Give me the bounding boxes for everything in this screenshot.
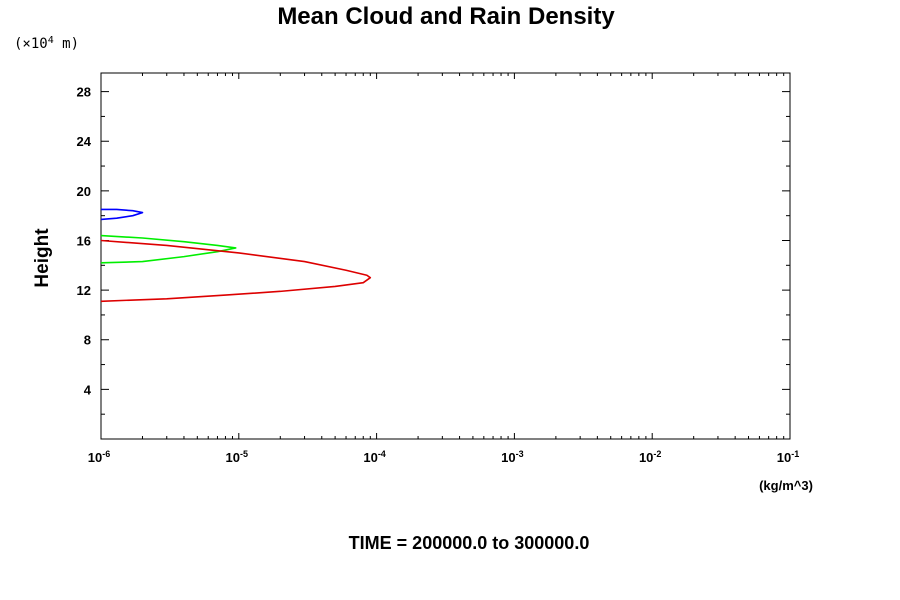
plot-frame — [100, 72, 791, 440]
x-unit-label: (kg/m^3) — [759, 478, 813, 493]
series-line-3 — [100, 239, 372, 303]
x-tick-label: 10-5 — [226, 449, 248, 465]
x-tick-label: 10-4 — [363, 449, 385, 465]
y-scale-note-suffix: m) — [54, 36, 79, 52]
x-tick-labels: 10-6 10-5 10-4 10-3 10-2 10-1 — [88, 449, 799, 465]
y-axis-label: Height — [32, 228, 53, 288]
time-range-footer: TIME = 200000.0 to 300000.0 — [349, 533, 590, 553]
y-tick-label: 8 — [84, 333, 91, 348]
x-tick-label: 10-1 — [777, 449, 799, 465]
chart-title: Mean Cloud and Rain Density — [277, 3, 615, 30]
y-tick-label: 20 — [77, 184, 91, 199]
y-tick-label: 12 — [77, 283, 91, 298]
y-scale-note-exp: 4 — [48, 35, 54, 46]
series-line-2 — [100, 234, 237, 264]
y-tick-label: 28 — [77, 85, 91, 100]
y-tick-label: 16 — [77, 233, 91, 248]
ticks-layer — [100, 73, 790, 439]
y-tick-label: 24 — [77, 134, 92, 149]
y-scale-note: (×104 m) — [14, 35, 79, 52]
series-layer — [100, 208, 372, 303]
x-tick-label: 10-2 — [639, 449, 661, 465]
x-tick-label: 10-3 — [501, 449, 523, 465]
y-scale-note-prefix: (×10 — [14, 36, 48, 52]
x-tick-label: 10-6 — [88, 449, 110, 465]
series-line-1 — [100, 208, 144, 221]
y-tick-labels: 4 8 12 16 20 24 28 — [77, 85, 92, 398]
y-tick-label: 4 — [84, 382, 92, 397]
